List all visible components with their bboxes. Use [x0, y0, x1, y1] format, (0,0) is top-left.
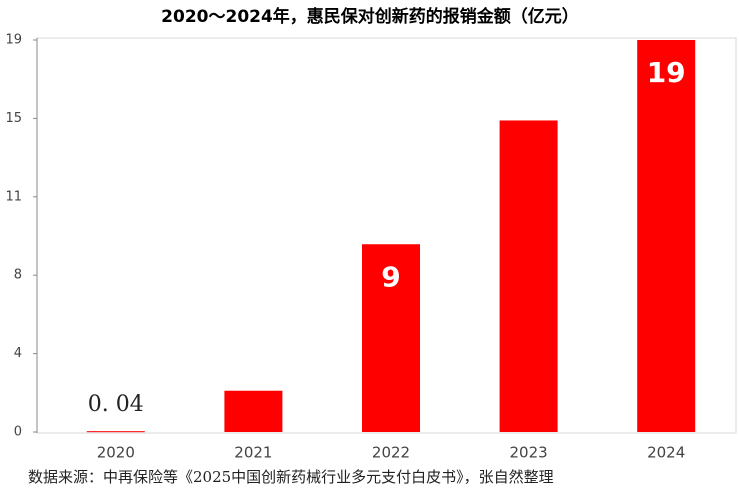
y-tick-label: 8 [14, 268, 22, 283]
source-note: 数据来源：中再保险等《2025中国创新药械行业多元支付白皮书》，张自然整理 [28, 468, 554, 486]
data-label: 0. 04 [88, 392, 144, 417]
data-label: 19 [647, 56, 686, 89]
bar [224, 390, 283, 432]
bar [362, 244, 420, 432]
x-tick-label: 2024 [647, 444, 685, 462]
bar [86, 431, 145, 433]
x-tick-label: 2021 [234, 444, 272, 462]
y-tick-label: 15 [5, 111, 22, 126]
chart-title: 2020～2024年，惠民保对创新药的报销金额（亿元） [161, 6, 579, 27]
y-tick-label: 11 [5, 189, 22, 204]
x-tick-label: 2022 [372, 444, 410, 462]
data-label: 9 [381, 260, 400, 293]
y-tick-label: 0 [14, 425, 22, 440]
y-tick-label: 4 [14, 346, 22, 361]
bar [499, 120, 558, 432]
y-tick-label: 19 [5, 33, 22, 48]
bar [637, 40, 696, 432]
x-tick-label: 2020 [97, 444, 135, 462]
x-tick-label: 2023 [510, 444, 548, 462]
